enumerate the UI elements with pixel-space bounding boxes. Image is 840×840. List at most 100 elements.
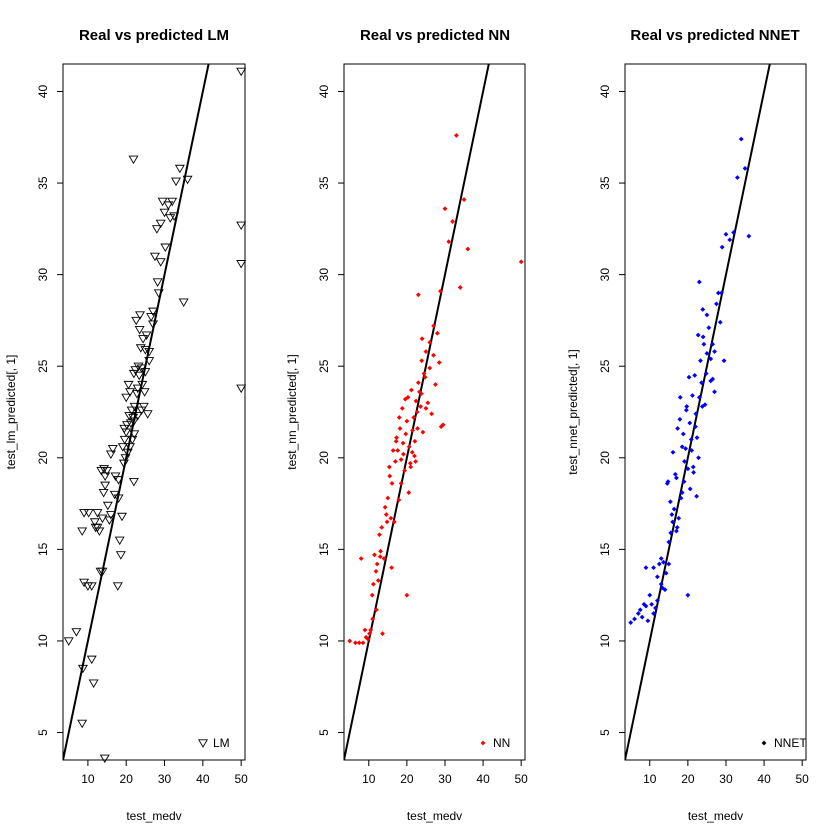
y-tick-label: 40 [317, 84, 331, 98]
data-point [386, 464, 392, 470]
data-point [413, 458, 419, 464]
data-point [651, 610, 657, 616]
y-tick-label: 10 [36, 634, 50, 648]
data-point [378, 548, 384, 554]
data-point [119, 435, 130, 445]
data-point [423, 349, 429, 355]
data-point [107, 445, 118, 454]
data-point [658, 581, 664, 587]
data-point [128, 155, 139, 165]
data-point [137, 380, 148, 390]
x-tick-label: 50 [515, 772, 529, 786]
data-point [165, 214, 176, 223]
data-point [704, 312, 710, 318]
data-point [393, 438, 399, 444]
chart-title: Real vs predicted NNET [630, 27, 799, 44]
data-point [384, 519, 390, 525]
data-point [125, 388, 136, 397]
data-point [394, 435, 400, 441]
data-point [115, 551, 126, 560]
data-point [167, 197, 178, 207]
data-point [717, 319, 723, 325]
data-point [432, 382, 438, 388]
data-point [697, 358, 703, 364]
x-tick-label: 10 [81, 772, 95, 786]
data-point [670, 449, 676, 455]
data-point [102, 467, 113, 476]
data-point [373, 568, 379, 574]
data-point [437, 288, 443, 294]
data-point [677, 394, 683, 400]
data-point [643, 603, 649, 609]
data-point [132, 412, 143, 421]
data-point [105, 450, 116, 460]
chart-title: Real vs predicted LM [79, 27, 229, 44]
data-point [689, 447, 695, 453]
data-point [153, 289, 164, 298]
data-point [696, 455, 702, 461]
data-point [369, 592, 375, 598]
data-point [687, 420, 693, 426]
x-tick-label: 30 [438, 772, 452, 786]
data-point [706, 325, 712, 331]
chart-panel-3: Real vs predicted NNET test_medv test_nnet… [566, 27, 809, 823]
data-point [155, 219, 166, 229]
data-point [703, 371, 709, 377]
legend-label: LM [213, 736, 230, 750]
data-point [99, 465, 109, 474]
data-point [140, 368, 151, 377]
data-point [663, 570, 669, 576]
data-point [701, 341, 707, 347]
data-point [457, 284, 463, 290]
data-point [688, 436, 694, 442]
data-point [395, 447, 401, 453]
data-point [442, 206, 448, 212]
data-point [461, 197, 467, 203]
plot-frame [343, 63, 526, 761]
y-tick-label: 15 [36, 542, 50, 556]
data-point [117, 512, 127, 522]
data-point [407, 460, 413, 466]
data-point [673, 475, 679, 481]
data-point [412, 453, 417, 459]
data-point [415, 380, 421, 386]
data-point [687, 486, 693, 492]
data-point [141, 331, 152, 340]
data-point [113, 476, 124, 485]
data-point [362, 627, 368, 633]
data-point [142, 410, 153, 419]
data-point [421, 371, 427, 377]
x-tick-label: 30 [719, 772, 733, 786]
data-point [684, 404, 690, 409]
data-point [347, 638, 353, 644]
data-point [645, 618, 651, 624]
data-point [236, 260, 247, 269]
x-tick-label: 20 [681, 772, 695, 786]
x-tick-label: 20 [120, 772, 134, 786]
x-tick-label: 30 [158, 772, 172, 786]
data-point [389, 480, 395, 486]
data-point [695, 332, 701, 338]
y-tick-label: 35 [598, 176, 612, 190]
data-point [654, 574, 660, 580]
data-point [418, 391, 424, 397]
data-point [63, 637, 74, 646]
data-point [738, 136, 744, 142]
data-point [719, 244, 725, 250]
data-point [89, 518, 100, 527]
data-point [406, 444, 412, 450]
y-tick-label: 20 [598, 451, 612, 465]
data-point [398, 457, 404, 463]
y-tick-label: 5 [317, 729, 331, 736]
data-point [387, 473, 393, 479]
data-point [699, 380, 705, 386]
data-point [415, 292, 421, 298]
data-point [658, 556, 664, 562]
data-point [136, 364, 147, 373]
legend-label: NN [493, 736, 510, 750]
data-point [99, 754, 110, 764]
plot-frame [62, 63, 246, 761]
data-point [450, 219, 456, 224]
y-tick-label: 5 [36, 729, 50, 736]
data-point [152, 278, 163, 287]
